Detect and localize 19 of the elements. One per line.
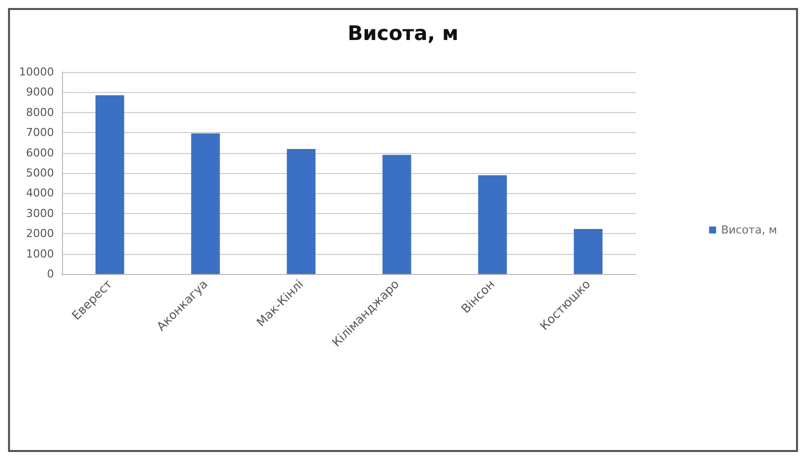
bar: [286, 148, 316, 274]
y-tick-label: 10000: [19, 66, 54, 78]
y-tick-label: 2000: [26, 227, 54, 240]
chart-title: Висота, м: [348, 21, 458, 45]
legend-label: Висота, м: [721, 224, 778, 236]
bar: [95, 95, 124, 274]
bar: [191, 133, 220, 274]
y-tick-label: 7000: [26, 126, 54, 140]
bar: [382, 154, 412, 274]
y-tick-label: 1000: [26, 247, 54, 260]
y-tick-label: 6000: [26, 146, 54, 160]
bar: [574, 228, 603, 274]
y-tick-label: 4000: [26, 186, 54, 200]
bar: [478, 175, 507, 274]
y-tick-label: 8000: [26, 106, 54, 119]
y-tick-label: 5000: [26, 166, 54, 180]
y-tick-label: 9000: [26, 86, 54, 99]
y-tick-label: 3000: [26, 206, 54, 220]
y-tick-label: 0: [47, 268, 54, 280]
